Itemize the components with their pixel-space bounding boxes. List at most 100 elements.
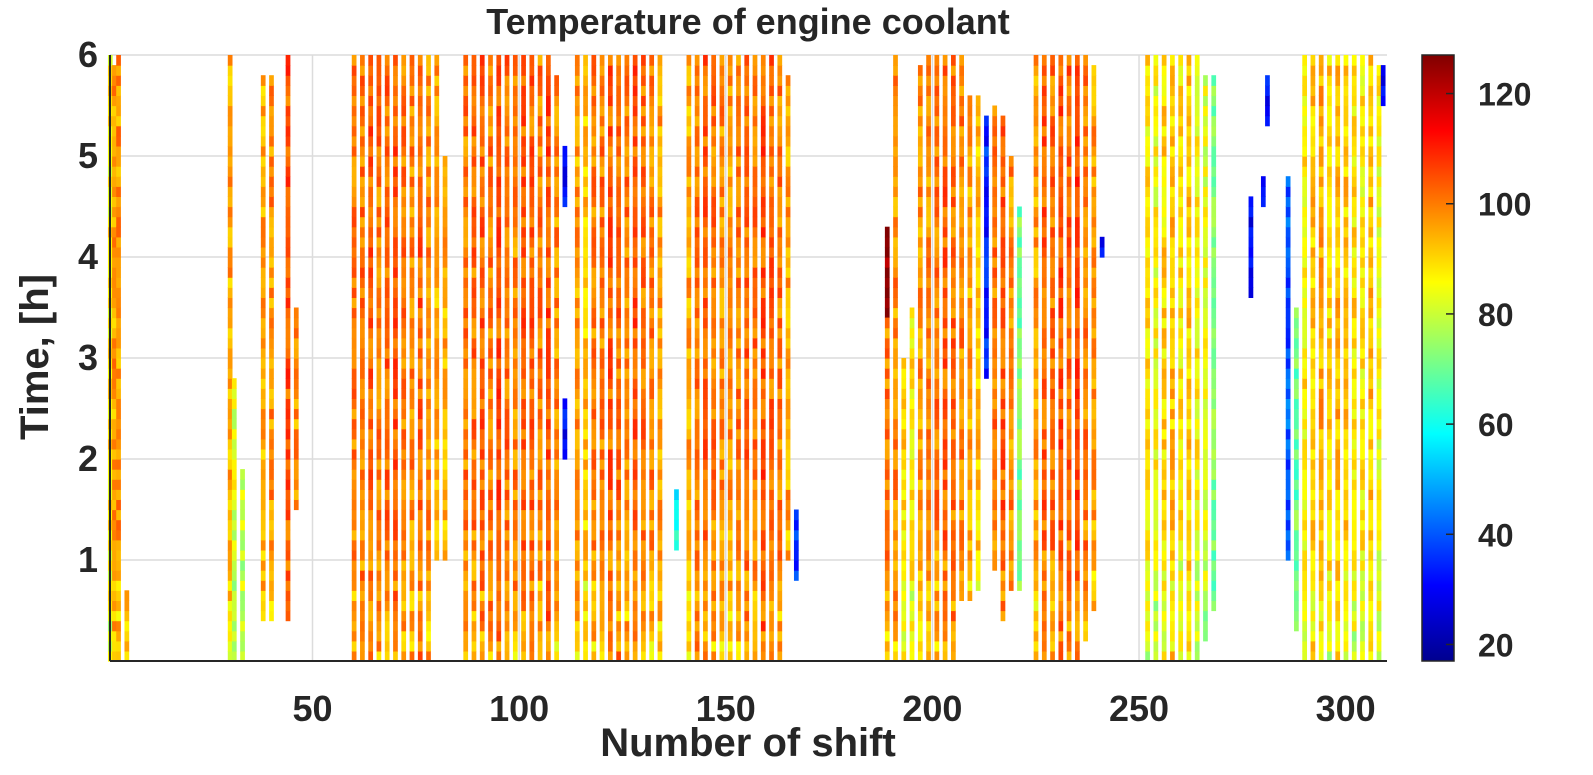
heatmap-cell — [554, 520, 559, 531]
heatmap-cell — [410, 530, 415, 541]
heatmap-cell — [992, 449, 997, 460]
heatmap-cell — [616, 358, 621, 369]
heatmap-cell — [711, 631, 716, 642]
heatmap-cell — [786, 85, 791, 96]
heatmap-cell — [228, 419, 233, 430]
heatmap-cell — [360, 146, 365, 157]
heatmap-cell — [1154, 95, 1159, 106]
heatmap-cell — [777, 479, 782, 490]
heatmap-cell — [658, 409, 663, 420]
heatmap-cell — [1145, 479, 1150, 490]
heatmap-cell — [228, 95, 233, 106]
heatmap-cell — [728, 419, 733, 430]
heatmap-cell — [753, 247, 758, 258]
heatmap-cell — [443, 348, 448, 359]
heatmap-cell — [1034, 85, 1039, 96]
heatmap-cell — [893, 631, 898, 642]
heatmap-cell — [505, 590, 510, 601]
heatmap-cell — [901, 489, 906, 500]
heatmap-cell — [228, 207, 233, 218]
heatmap-cell — [926, 156, 931, 167]
heatmap-cell — [720, 651, 725, 662]
heatmap-cell — [261, 419, 266, 430]
heatmap-cell — [472, 297, 477, 308]
heatmap-cell — [600, 530, 605, 541]
heatmap-cell — [711, 590, 716, 601]
heatmap-cell — [910, 510, 915, 521]
heatmap-cell — [116, 318, 121, 329]
heatmap-cell — [434, 186, 439, 197]
heatmap-cell — [625, 611, 630, 622]
heatmap-cell — [368, 257, 373, 268]
heatmap-cell — [521, 287, 526, 298]
heatmap-cell — [505, 95, 510, 106]
heatmap-cell — [769, 166, 774, 177]
heatmap-cell — [529, 267, 534, 278]
heatmap-cell — [934, 510, 939, 521]
heatmap-cell — [410, 641, 415, 652]
heatmap-cell — [992, 156, 997, 167]
heatmap-cell — [385, 217, 390, 228]
heatmap-cell — [496, 267, 501, 278]
heatmap-cell — [513, 590, 518, 601]
heatmap-cell — [1050, 136, 1055, 147]
heatmap-cell — [992, 388, 997, 399]
heatmap-cell — [1058, 419, 1063, 430]
heatmap-cell — [377, 257, 382, 268]
heatmap-cell — [893, 641, 898, 652]
heatmap-column — [426, 55, 431, 662]
heatmap-cell — [1067, 95, 1072, 106]
heatmap-cell — [918, 297, 923, 308]
heatmap-cell — [926, 409, 931, 420]
heatmap-cell — [385, 338, 390, 349]
heatmap-cell — [728, 196, 733, 207]
heatmap-cell — [368, 55, 373, 66]
heatmap-cell — [641, 156, 646, 167]
heatmap-cell — [893, 398, 898, 409]
heatmap-cell — [658, 348, 663, 359]
heatmap-cell — [1178, 540, 1183, 551]
heatmap-cell — [616, 520, 621, 531]
heatmap-cell — [488, 75, 493, 86]
heatmap-cell — [480, 398, 485, 409]
heatmap-cell — [951, 126, 956, 137]
heatmap-cell — [1154, 621, 1159, 632]
heatmap-cell — [926, 106, 931, 117]
heatmap-cell — [1042, 479, 1047, 490]
heatmap-cell — [885, 287, 890, 298]
heatmap-cell — [426, 621, 431, 632]
heatmap-cell — [521, 621, 526, 632]
heatmap-cell — [616, 308, 621, 319]
heatmap-cell — [488, 449, 493, 460]
heatmap-cell — [1034, 409, 1039, 420]
heatmap-cell — [703, 196, 708, 207]
heatmap-cell — [1083, 530, 1088, 541]
heatmap-cell — [976, 207, 981, 218]
heatmap-cell — [488, 358, 493, 369]
heatmap-cell — [1017, 560, 1022, 571]
heatmap-cell — [1009, 388, 1014, 399]
heatmap-cell — [728, 146, 733, 157]
heatmap-cell — [1042, 237, 1047, 248]
heatmap-cell — [112, 257, 117, 268]
heatmap-cell — [992, 136, 997, 147]
heatmap-cell — [1162, 499, 1167, 510]
heatmap-cell — [711, 449, 716, 460]
heatmap-cell — [377, 126, 382, 137]
heatmap-cell — [112, 106, 117, 117]
heatmap-cell — [513, 328, 518, 339]
heatmap-cell — [410, 277, 415, 288]
heatmap-cell — [554, 550, 559, 561]
heatmap-cell — [286, 611, 291, 622]
heatmap-cell — [591, 85, 596, 96]
heatmap-cell — [1170, 378, 1175, 389]
heatmap-cell — [1017, 540, 1022, 551]
heatmap-cell — [554, 166, 559, 177]
heatmap-cell — [633, 419, 638, 430]
heatmap-cell — [1083, 297, 1088, 308]
heatmap-cell — [426, 368, 431, 379]
heatmap-cell — [1075, 459, 1080, 470]
heatmap-cell — [934, 55, 939, 66]
heatmap-cell — [480, 257, 485, 268]
heatmap-cell — [1178, 631, 1183, 642]
